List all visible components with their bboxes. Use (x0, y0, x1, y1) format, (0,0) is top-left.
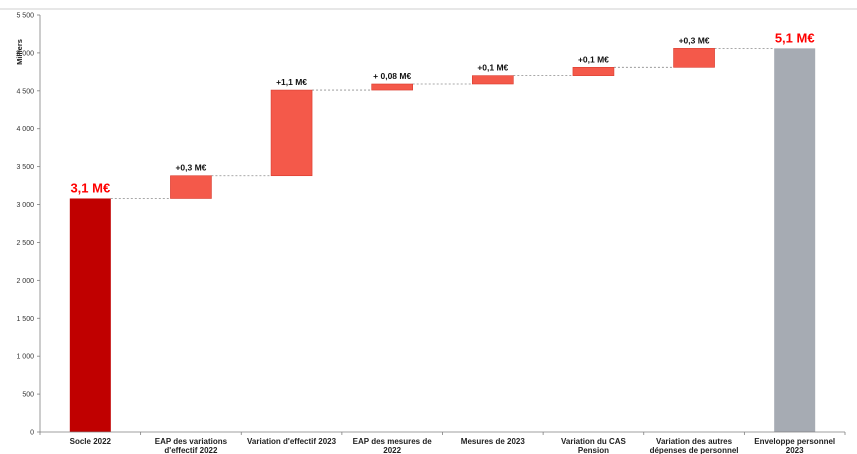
delta-data-label: +0,1 M€ (578, 54, 609, 64)
y-tick-label: 3 000 (16, 202, 34, 209)
total-bar (69, 198, 111, 432)
total-data-label: 5,1 M€ (775, 30, 815, 45)
y-tick-label: 0 (30, 430, 34, 437)
x-category-label: Mesures de 2023 (461, 437, 526, 446)
y-tick-label: 2 500 (16, 240, 34, 247)
y-tick-label: 4 000 (16, 126, 34, 133)
connector-lines (110, 47, 775, 199)
y-tick-label: 4 500 (16, 88, 34, 95)
x-category-label: Variation du CAS Pension (561, 437, 627, 454)
y-axis: 0 500 1 000 1 500 2 000 2 500 3 000 3 500 4 000 4… (16, 13, 41, 437)
total-bar (774, 48, 816, 433)
x-category-label: Variation des autres dépenses de personne… (650, 437, 739, 454)
delta-data-label: +0,3 M€ (679, 35, 710, 45)
y-tick-label: 3 500 (16, 164, 34, 171)
x-axis: Socle 2022 EAP des variations d'effectif 2… (39, 431, 846, 454)
x-category-label: Socle 2022 (70, 437, 112, 446)
delta-bar (371, 83, 413, 91)
data-labels: 3,1 M€ +0,3 M€ +1,1 M€ + 0,08 M€ +0,1 M€ +0,1… (70, 30, 814, 195)
delta-bar (472, 75, 514, 85)
delta-bar (170, 175, 212, 199)
delta-data-label: +1,1 M€ (276, 77, 307, 87)
x-category-label: EAP des variations d'effectif 2022 (155, 437, 228, 454)
delta-data-label: + 0,08 M€ (373, 71, 411, 81)
delta-data-label: +0,1 M€ (477, 63, 508, 73)
delta-data-label: +0,3 M€ (175, 163, 206, 173)
delta-bar (270, 89, 313, 177)
y-tick-label: 2 000 (16, 278, 34, 285)
delta-bar (572, 67, 615, 76)
y-tick-label: 5 000 (16, 50, 34, 57)
y-tick-label: 1 500 (16, 316, 34, 323)
x-category-label: Enveloppe personnel 2023 (754, 437, 835, 454)
y-tick-label: 1 000 (16, 354, 34, 361)
x-category-label: Variation d'effectif 2023 (247, 437, 337, 446)
bar-series (69, 48, 816, 433)
y-tick-label: 500 (22, 392, 34, 399)
y-axis-title: Milliers (15, 39, 24, 65)
x-category-label: EAP des mesures de 2022 (353, 437, 433, 454)
delta-bar (673, 48, 715, 68)
total-data-label: 3,1 M€ (70, 180, 110, 195)
y-tick-label: 5 500 (16, 13, 34, 20)
